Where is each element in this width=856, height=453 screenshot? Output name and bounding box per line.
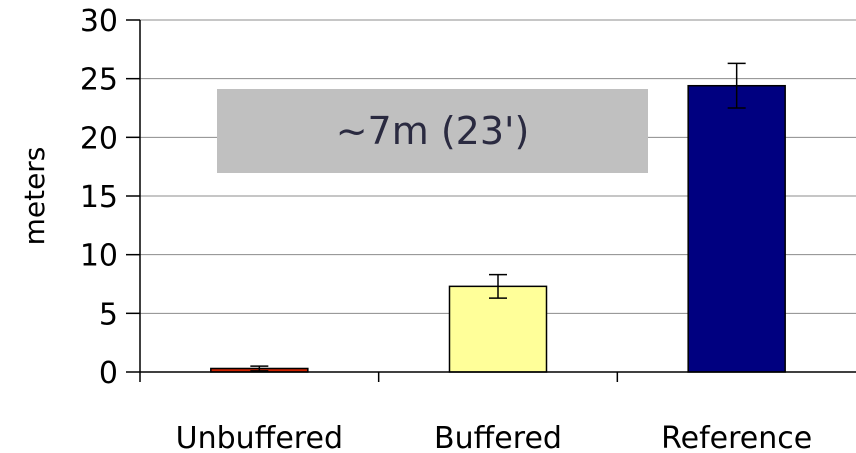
y-tick-label-20: 20 (80, 121, 118, 156)
bar-buffered (448, 285, 548, 373)
bars (210, 84, 786, 373)
error-bars (250, 62, 746, 372)
bar-reference (687, 84, 786, 373)
y-tick-label-10: 10 (80, 239, 118, 274)
y-tick-label-0: 0 (99, 356, 118, 391)
x-tick-label-buffered: Buffered (434, 421, 562, 453)
x-tick-label-reference: Reference (661, 421, 812, 453)
x-tick-labels: Unbuffered Buffered Reference (139, 372, 812, 453)
annotation-label: ~7m (23') (336, 109, 530, 153)
y-tick-labels: 0 5 10 15 20 25 30 (80, 4, 140, 391)
x-tick-label-unbuffered: Unbuffered (176, 421, 343, 453)
y-tick-label-25: 25 (80, 63, 118, 98)
y-axis-title: meters (18, 147, 51, 246)
y-tick-label-5: 5 (99, 297, 118, 332)
y-tick-label-15: 15 (80, 180, 118, 215)
annotation-box: ~7m (23') (217, 89, 648, 173)
y-tick-label-30: 30 (80, 4, 118, 39)
annotation-background (217, 89, 648, 173)
